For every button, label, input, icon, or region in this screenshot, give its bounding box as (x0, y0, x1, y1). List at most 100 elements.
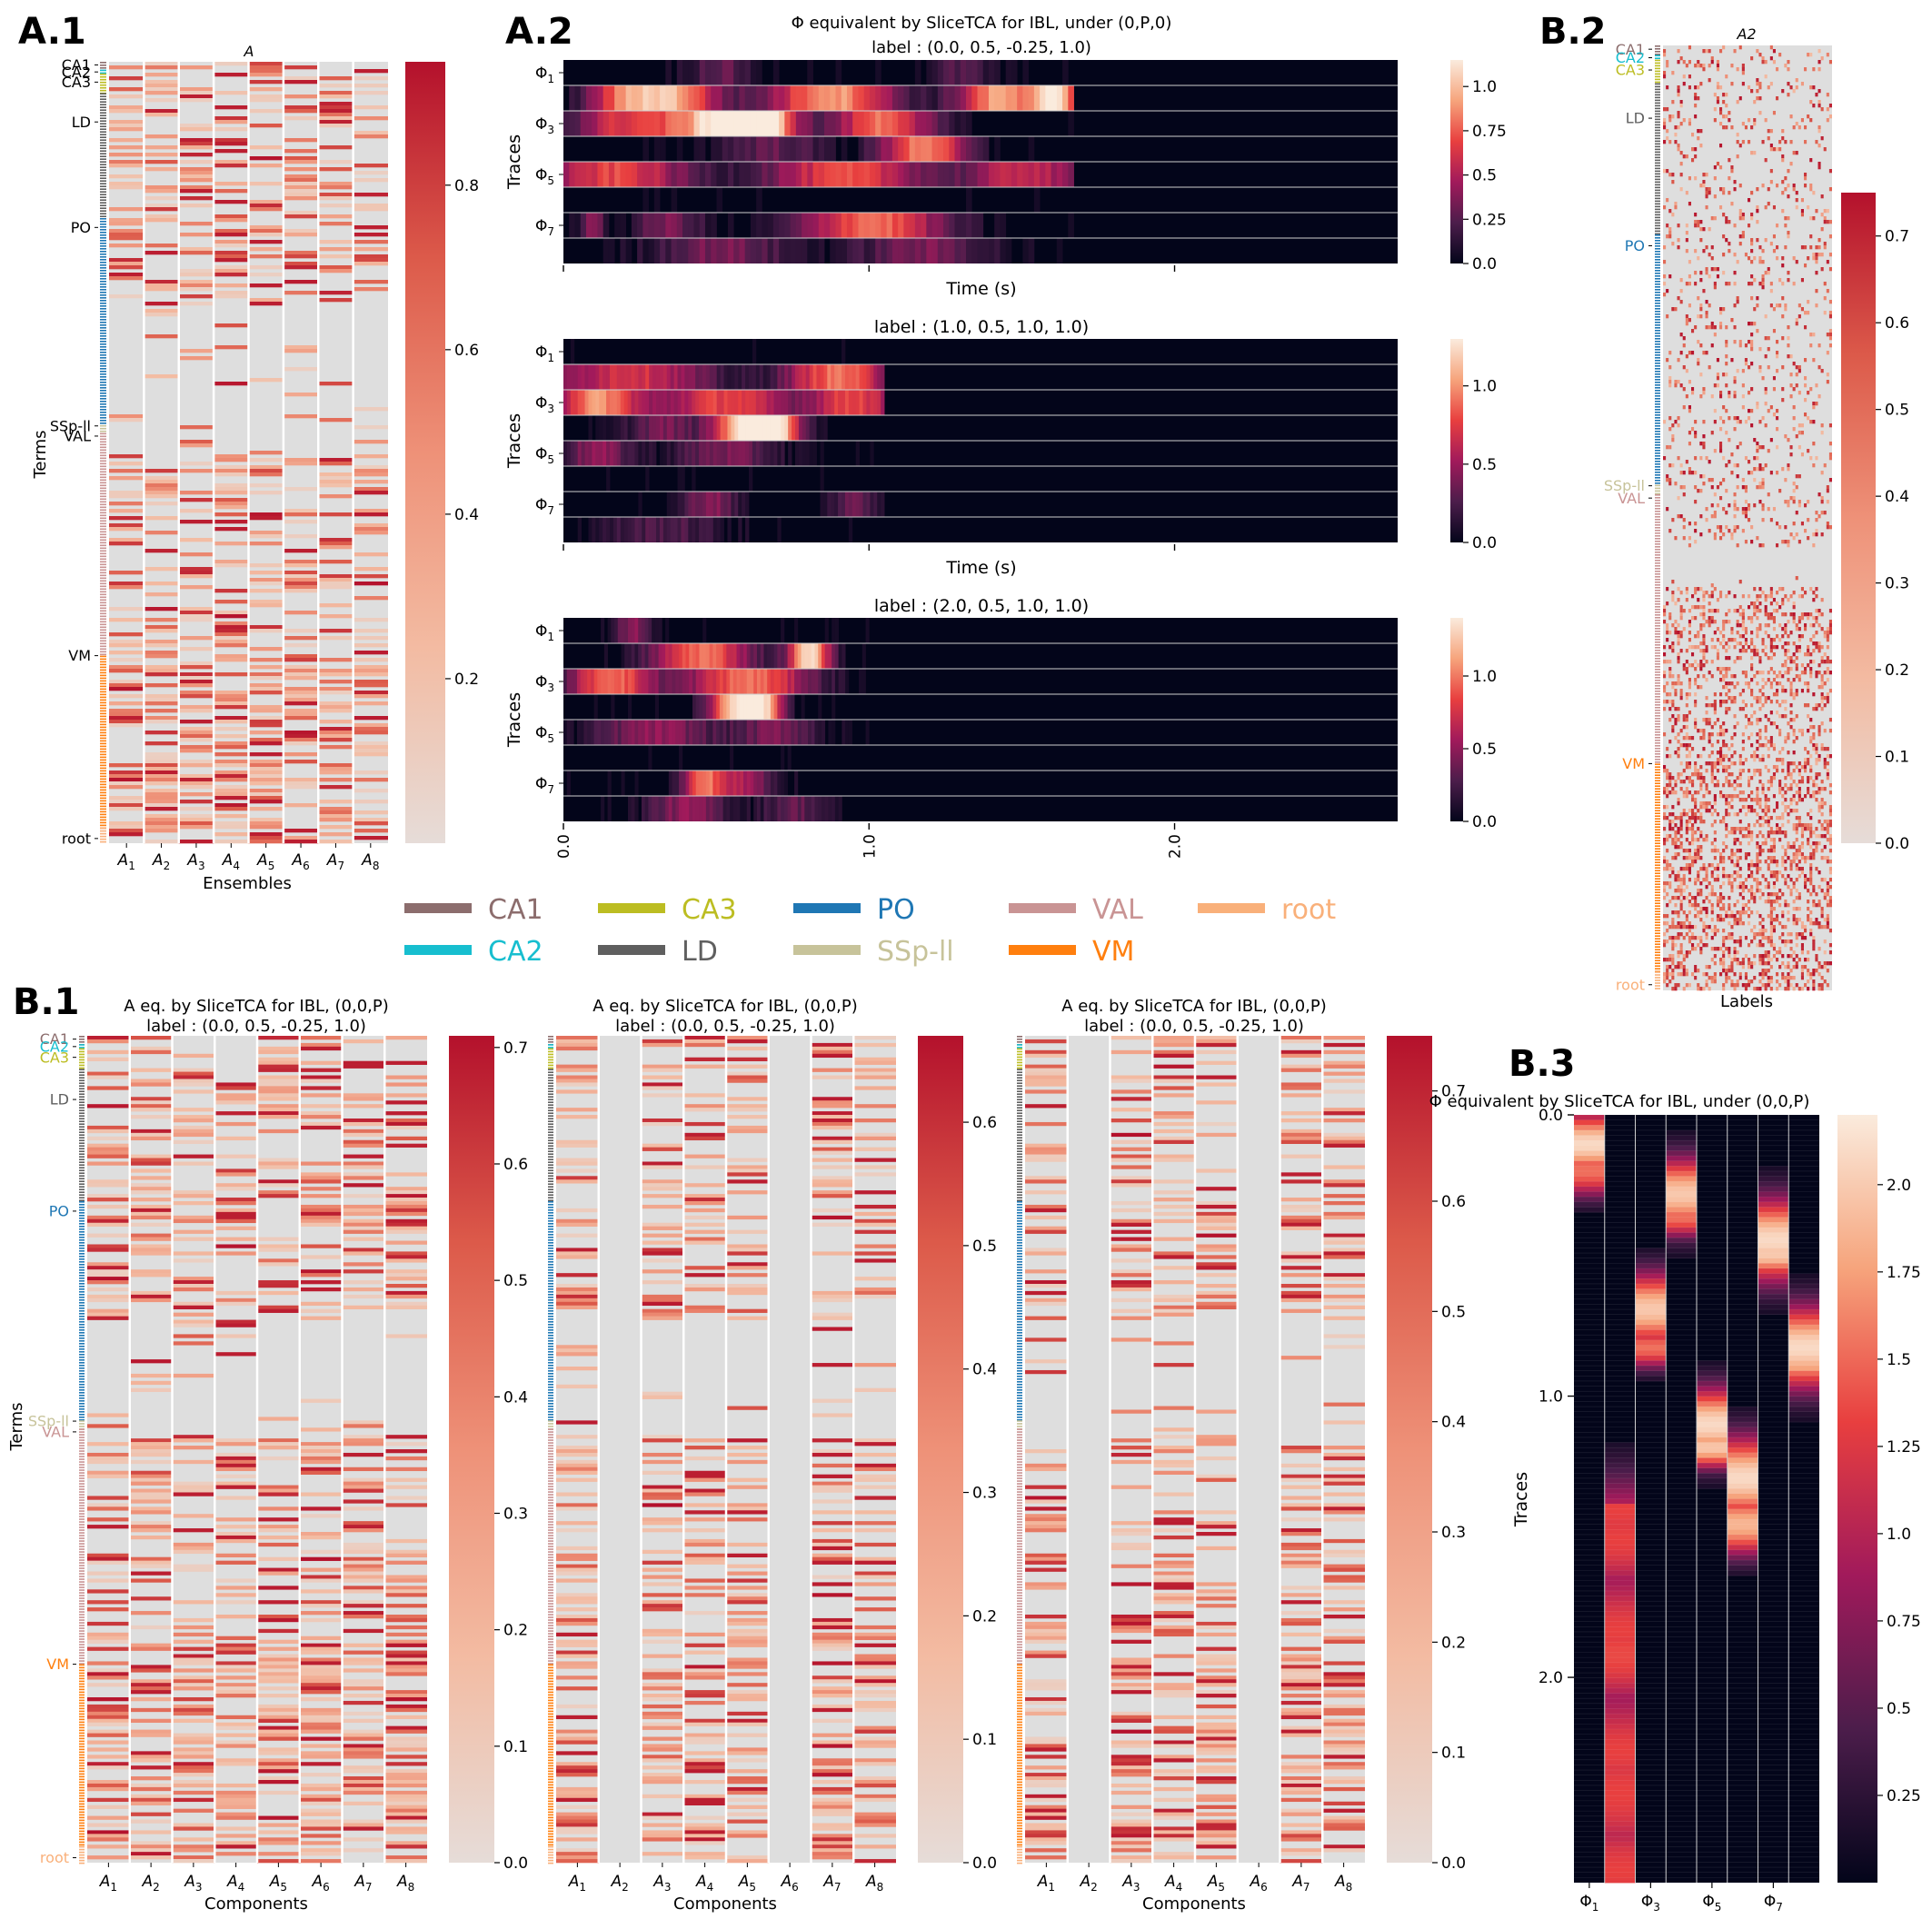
b2-cell (1812, 532, 1816, 537)
b2-cell (1761, 416, 1765, 421)
b2-cell (1722, 678, 1726, 682)
heatmap-cell (214, 600, 249, 604)
a2-mid-cell (684, 415, 689, 441)
a2-mid-cell (659, 390, 664, 415)
a2-top-cell (631, 213, 638, 238)
heatmap-cell (109, 153, 144, 157)
b2-cell (1694, 830, 1698, 835)
b2-cell (1781, 645, 1785, 650)
a2-top-cell (620, 162, 627, 187)
b2-cell (1815, 674, 1818, 679)
b2-cell (1671, 518, 1675, 522)
heatmap-cell (353, 745, 388, 750)
b2-cell (1725, 692, 1728, 697)
heatmap-cell (318, 512, 354, 517)
b2-cell (1772, 809, 1776, 813)
b2-cell (1674, 780, 1678, 784)
b2-cell (1795, 852, 1798, 857)
b2-cell (1761, 591, 1765, 595)
heatmap-cell (214, 345, 249, 350)
b2-cell (1725, 594, 1728, 599)
heatmap-cell (214, 233, 249, 237)
b2-cell (1702, 863, 1706, 868)
a2-top-cell (603, 111, 610, 136)
b2-cell (1828, 623, 1832, 628)
b2-cell (1716, 274, 1719, 279)
b2-cell (1733, 609, 1737, 613)
a2-top-cell (772, 60, 780, 85)
heatmap-cell (109, 632, 144, 637)
a2-mid-cell (720, 364, 724, 390)
b2-cell (1750, 525, 1754, 530)
a2-mid-cell (695, 415, 700, 441)
b2-cell (1787, 354, 1790, 359)
b2-cell (1730, 627, 1734, 631)
a1-strip-LD (100, 144, 106, 146)
a2-bot-cell (794, 618, 799, 643)
a2-bot-cell (719, 694, 724, 720)
b2-cell (1725, 325, 1728, 330)
b2-cell (1778, 525, 1782, 530)
a2-top-cell (693, 85, 701, 111)
b2-cell (1798, 620, 1801, 624)
b2-cell (1787, 467, 1790, 472)
b2-cell (1758, 736, 1762, 741)
b2-cell (1708, 609, 1711, 613)
a1-strip-root (100, 830, 106, 832)
a1-strip-VM (100, 772, 106, 775)
b2-cell (1769, 242, 1773, 246)
b2-cell (1671, 649, 1675, 653)
b2-cell (1725, 801, 1728, 806)
b2-cell (1738, 790, 1742, 795)
a2-bot-cell (760, 643, 764, 669)
heatmap-cell (248, 720, 284, 724)
a2-top-cell (909, 111, 916, 136)
b2-cell (1738, 776, 1742, 781)
heatmap-cell (178, 138, 214, 143)
b2-cell (1828, 114, 1832, 119)
b2-title: A2 (1736, 25, 1756, 43)
b2-cell (1769, 591, 1773, 595)
b2-cell (1767, 830, 1770, 835)
b2-cell (1764, 605, 1768, 610)
b2-cell (1697, 852, 1700, 857)
heatmap-cell (144, 214, 179, 219)
b2-cell (1809, 823, 1813, 828)
heatmap-cell (144, 153, 179, 157)
b2-cell (1789, 140, 1793, 144)
heatmap-cell (109, 643, 144, 648)
b2-cell (1764, 336, 1768, 341)
b2-cell (1738, 96, 1742, 101)
heatmap-cell (214, 200, 249, 204)
b2-cell (1772, 147, 1776, 152)
a2-bot-cell (692, 771, 697, 796)
a2-mid-cell (645, 415, 650, 441)
b2-cell (1677, 751, 1680, 755)
a2-bot-cell (658, 643, 662, 669)
a1-strip-VAL (100, 563, 106, 566)
a2-mid-cell (652, 415, 657, 441)
a2-top-cell (841, 85, 848, 111)
a2-mid-cell (631, 441, 635, 466)
legend-swatch-SSp-ll (793, 945, 861, 955)
b2-cell (1719, 754, 1723, 759)
b2-cell (1741, 216, 1745, 221)
a2-mid-cell (563, 441, 568, 466)
a2-top-cell (846, 111, 853, 136)
a2-mid-cell (584, 441, 589, 466)
b2-cell (1719, 747, 1723, 751)
a2-mid-cell (742, 390, 746, 415)
b2-cell (1671, 594, 1675, 599)
a2-top-cell (795, 238, 802, 263)
b2-cell (1741, 485, 1745, 490)
b2-cell (1787, 845, 1790, 850)
b2-cell (1705, 660, 1708, 664)
b2-cell (1685, 830, 1688, 835)
b2-cell (1781, 812, 1785, 817)
b2-cell (1666, 234, 1669, 239)
heatmap-cell (353, 672, 388, 677)
a2-bot-cell (834, 796, 840, 821)
b2-cell (1817, 343, 1821, 348)
a2-mid-cell (705, 364, 711, 390)
a1-colorbar-tick-label: 0.4 (454, 506, 479, 524)
